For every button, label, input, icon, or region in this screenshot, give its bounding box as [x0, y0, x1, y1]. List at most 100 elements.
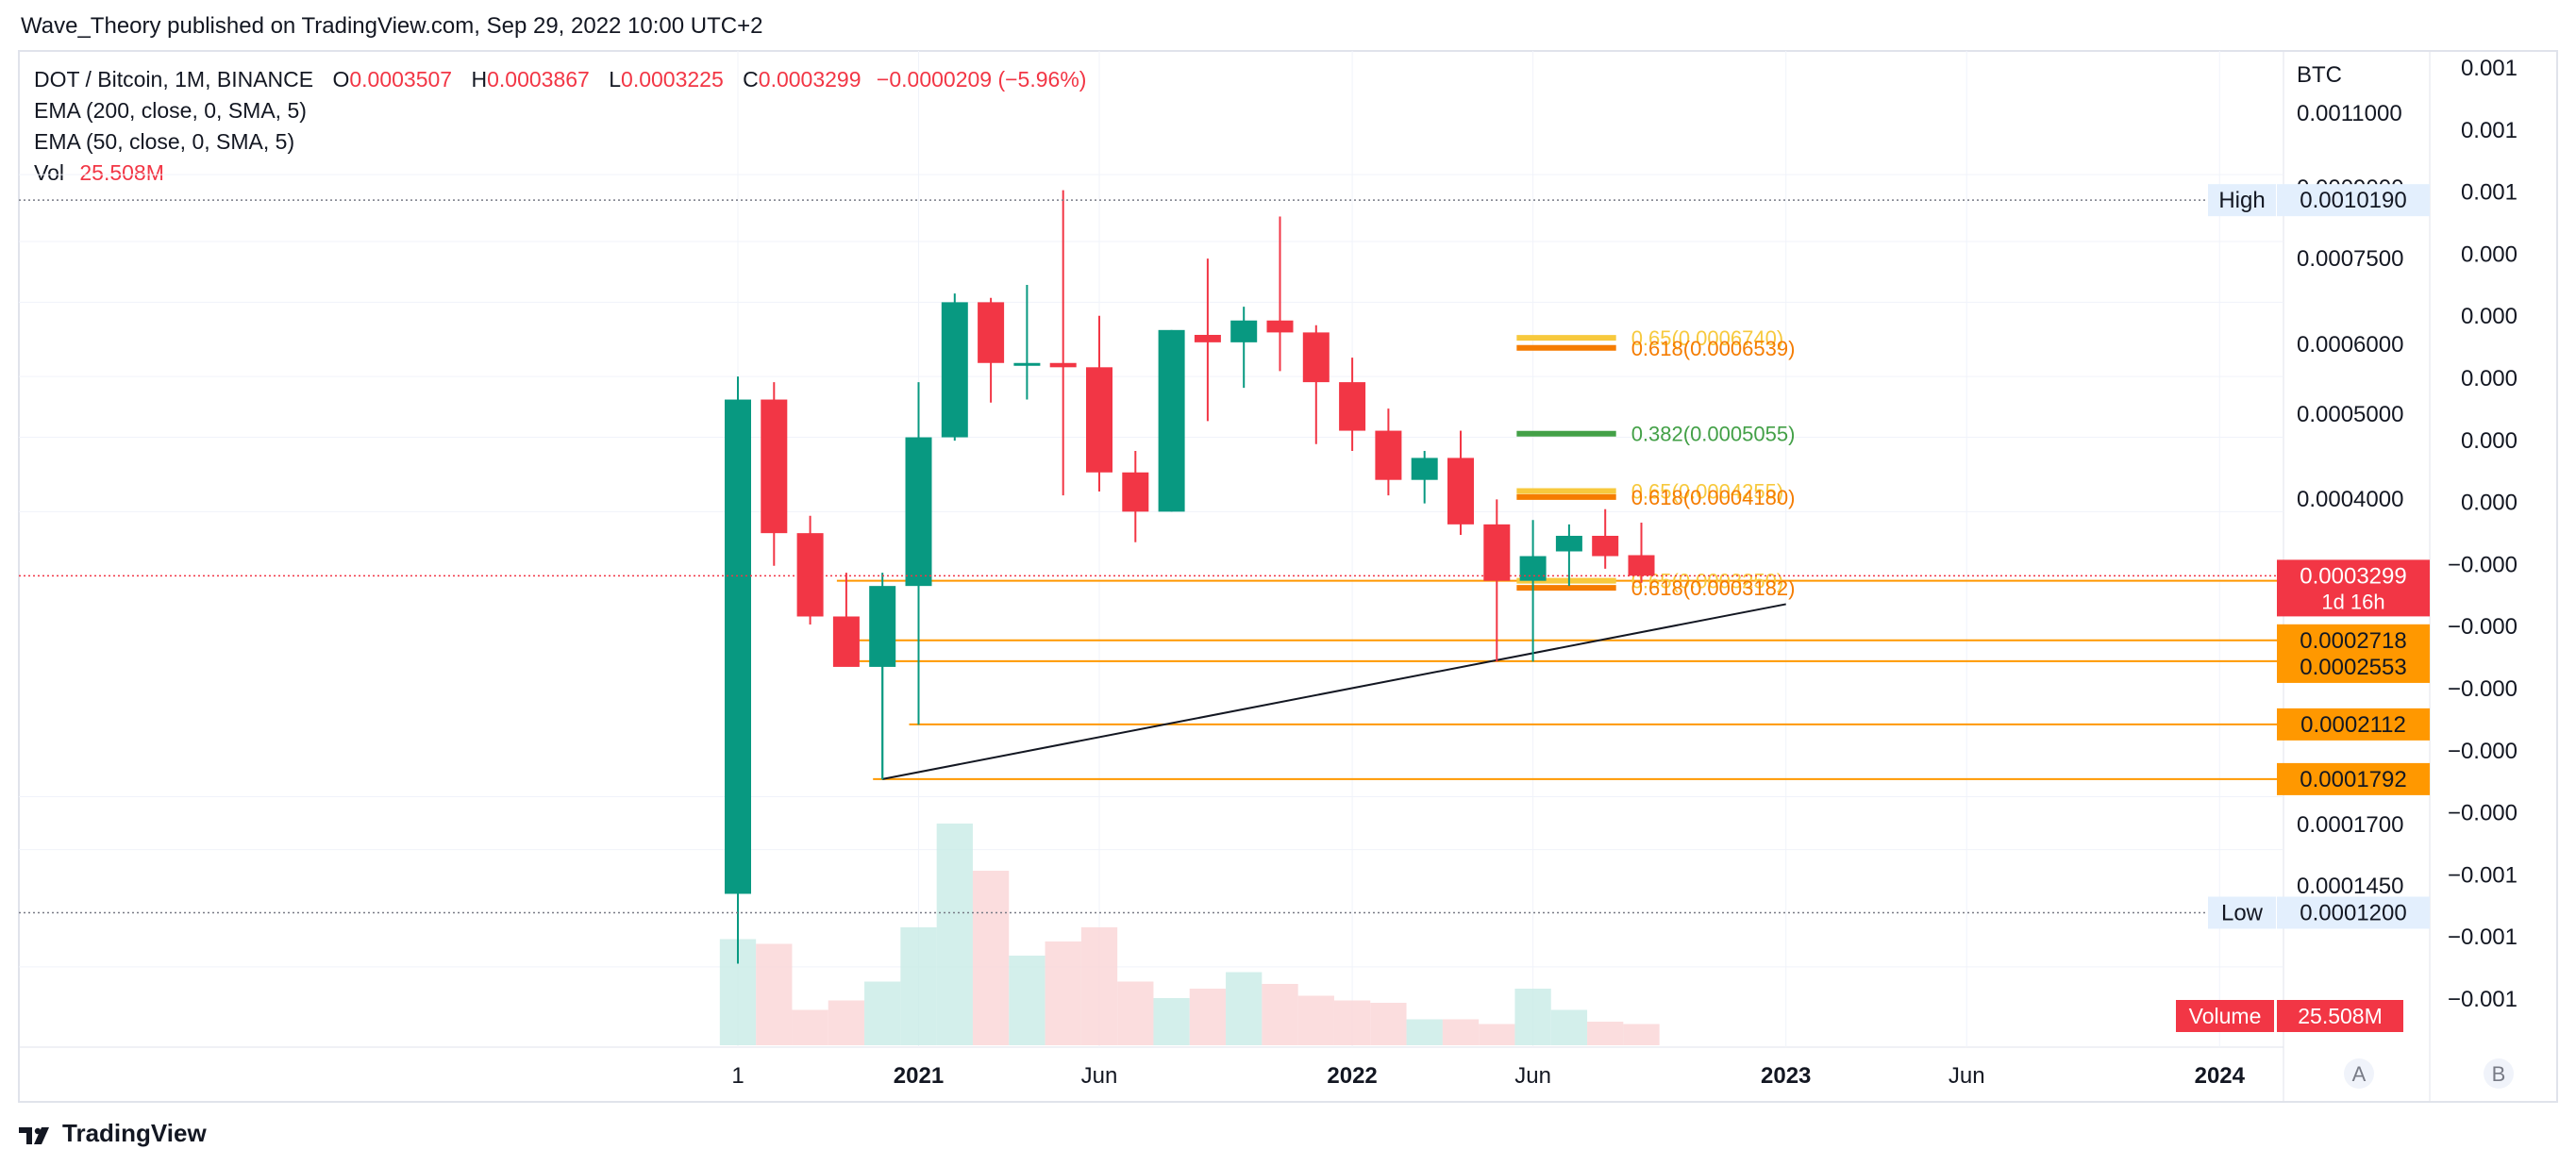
secondary-tick: 0.000	[2461, 491, 2517, 516]
candle-body	[1266, 320, 1294, 333]
secondary-tick: 0.001	[2461, 56, 2517, 81]
fib-label: 0.618(0.0004180)	[1631, 486, 1796, 509]
support-price-label: 0.0002553	[2300, 655, 2406, 680]
volume-bar	[1442, 1019, 1480, 1045]
candles	[725, 190, 1655, 964]
volume-bar	[1297, 995, 1334, 1045]
low-value-badge	[2277, 896, 2430, 929]
support-badge	[2277, 708, 2430, 741]
tradingview-logo-icon	[19, 1124, 55, 1144]
volume-bar	[864, 981, 901, 1045]
candle-body	[1519, 556, 1547, 581]
time-tick: Jun	[1514, 1063, 1551, 1089]
candle-body	[1158, 329, 1185, 512]
legend-ema200[interactable]: EMA (200, close, 0, SMA, 5)	[34, 98, 307, 123]
fib-label: 0.65(0.0004255)	[1631, 480, 1783, 504]
time-tick: Jun	[1949, 1063, 1985, 1089]
trendline-layer	[882, 603, 1786, 780]
footer-logo[interactable]: TradingView	[19, 1119, 207, 1148]
secondary-tick: 0.000	[2461, 428, 2517, 454]
last-price-badge	[2277, 559, 2430, 617]
volume-bar	[1262, 984, 1298, 1045]
candle-body	[1592, 535, 1619, 557]
fib-levels: 0.65(0.0006740)0.618(0.0006539) 0.382(0.0…	[1516, 326, 1795, 600]
volume-bar	[936, 824, 973, 1045]
price-tick: 0.0005000	[2297, 402, 2403, 427]
secondary-tick: 0.000	[2461, 366, 2517, 391]
price-tick: 0.0006000	[2297, 332, 2403, 358]
support-badge	[2277, 650, 2430, 683]
time-tick: 2021	[894, 1063, 944, 1089]
high-value: 0.0010190	[2300, 188, 2406, 213]
secondary-tick: −0.001	[2448, 862, 2517, 888]
legend-low-value: 0.0003225	[621, 67, 724, 92]
scale-button-b[interactable]	[2484, 1058, 2514, 1089]
volume-bar	[1153, 998, 1190, 1045]
volume-value: 25.508M	[2298, 1004, 2383, 1028]
candle-body	[1230, 320, 1258, 342]
high-value-badge	[2277, 184, 2430, 217]
secondary-tick: −0.000	[2448, 739, 2517, 764]
time-tick: 2023	[1761, 1063, 1811, 1089]
secondary-tick: 0.001	[2461, 180, 2517, 206]
low-value: 0.0001200	[2300, 901, 2406, 926]
support-price-label: 0.0001792	[2300, 767, 2406, 792]
secondary-tick: −0.000	[2448, 676, 2517, 702]
legend-symbol[interactable]: DOT / Bitcoin, 1M, BINANCE	[34, 67, 314, 92]
secondary-tick: −0.001	[2448, 987, 2517, 1012]
last-price-value: 0.0003299	[2300, 563, 2406, 589]
candle-body	[1483, 524, 1511, 581]
secondary-tick: −0.000	[2448, 801, 2517, 826]
price-tick: 0.0004000	[2297, 487, 2403, 512]
candle-body	[869, 586, 896, 667]
candle-body	[1086, 367, 1112, 473]
high-tag	[2208, 184, 2276, 217]
secondary-tick: 0.000	[2461, 242, 2517, 267]
legend-symbol-row: DOT / Bitcoin, 1M, BINANCE O0.0003507 H0…	[34, 64, 1086, 95]
volume-bar	[1587, 1022, 1624, 1045]
price-tick: 0.0001700	[2297, 812, 2403, 838]
high-tag-label: High	[2218, 188, 2265, 213]
volume-bar	[1550, 1009, 1588, 1045]
fib-label: 0.618(0.0003182)	[1631, 576, 1796, 600]
legend-high-label: H	[471, 67, 488, 92]
secondary-tick: 0.000	[2461, 304, 2517, 329]
fib-label: 0.382(0.0005055)	[1631, 423, 1796, 446]
time-tick: 2022	[1327, 1063, 1377, 1089]
secondary-axis: 0.001 0.001 0.001 0.000 0.000 0.000 0.000 0.000…	[2448, 56, 2517, 1012]
fib-label: 0.618(0.0006539)	[1631, 337, 1796, 360]
candle-body	[1013, 362, 1041, 366]
candle-body	[1447, 458, 1474, 525]
secondary-tick: −0.000	[2448, 552, 2517, 577]
support-badge	[2277, 762, 2430, 795]
secondary-tick: 0.001	[2461, 118, 2517, 143]
price-tick: 0.0011000	[2297, 101, 2402, 126]
low-tag	[2208, 896, 2276, 929]
legend-ema50[interactable]: EMA (50, close, 0, SMA, 5)	[34, 129, 295, 154]
scale-button-a[interactable]	[2344, 1058, 2374, 1089]
scale-button-label: A	[2352, 1062, 2367, 1086]
support-price-label: 0.0002718	[2300, 628, 2406, 654]
candle-body	[905, 437, 932, 587]
volume-bar	[1009, 956, 1045, 1045]
secondary-tick: −0.001	[2448, 924, 2517, 950]
candle-body	[725, 399, 751, 894]
chart-legend: DOT / Bitcoin, 1M, BINANCE O0.0003507 H0…	[34, 64, 1086, 189]
candle-body	[1375, 430, 1402, 480]
legend-change: −0.0000209 (−5.96%)	[876, 67, 1087, 92]
legend-low-label: L	[609, 67, 622, 92]
publish-line: Wave_Theory published on TradingView.com…	[21, 13, 763, 39]
time-axis: 1 2021 Jun 2022 Jun 2023 Jun 2024 A B	[731, 1058, 2514, 1089]
volume-bar	[756, 943, 793, 1045]
volume-bar	[1479, 1024, 1515, 1045]
time-tick: 2024	[2195, 1063, 2246, 1089]
legend-close-label: C	[743, 67, 759, 92]
legend-high-value: 0.0003867	[487, 67, 590, 92]
legend-volume-row[interactable]: Vol 25.508M	[34, 158, 1086, 189]
volume-bar	[1189, 989, 1227, 1045]
time-tick: 1	[731, 1063, 744, 1089]
candle-body	[1194, 334, 1221, 342]
candle-body	[1411, 458, 1438, 480]
